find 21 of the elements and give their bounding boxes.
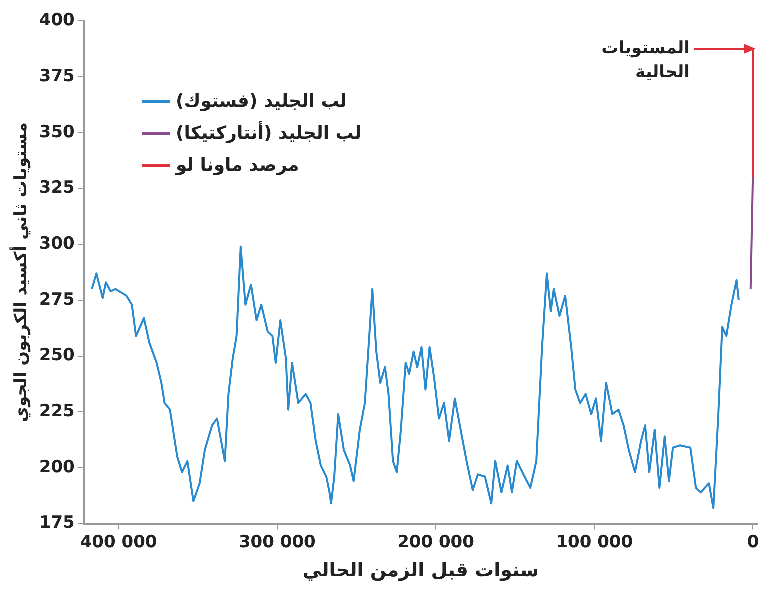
y-tick-label: 275 bbox=[39, 290, 75, 310]
x-tick-label: 400 000 bbox=[80, 532, 158, 552]
x-tick-label: 0 bbox=[747, 532, 760, 552]
y-tick-label: 225 bbox=[39, 402, 75, 422]
y-tick-label: 325 bbox=[39, 178, 75, 198]
legend-label: لب الجليد (أنتاركتيكا) bbox=[176, 122, 362, 144]
x-axis-title: سنوات قبل الزمن الحالي bbox=[302, 560, 540, 582]
y-tick-label: 350 bbox=[39, 122, 76, 142]
y-tick-label: 175 bbox=[39, 513, 75, 534]
annotation: المستويات الحالية bbox=[602, 38, 690, 83]
legend-label: لب الجليد (فستوك) bbox=[176, 90, 348, 112]
x-tick-label: 200 000 bbox=[398, 532, 475, 552]
y-tick-label: 400 bbox=[39, 10, 76, 31]
y-axis-title: مستويات ثاني أكسيد الكربون الجوي bbox=[10, 122, 32, 422]
x-tick-label: 300 000 bbox=[238, 532, 316, 552]
y-tick-label: 300 bbox=[39, 234, 76, 254]
x-tick-label: 100 000 bbox=[556, 532, 634, 552]
y-tick-label: 375 bbox=[39, 66, 75, 86]
legend-label: مرصد ماونا لو bbox=[176, 154, 300, 176]
y-tick-label: 250 bbox=[39, 346, 76, 366]
y-tick-label: 200 bbox=[39, 457, 76, 478]
